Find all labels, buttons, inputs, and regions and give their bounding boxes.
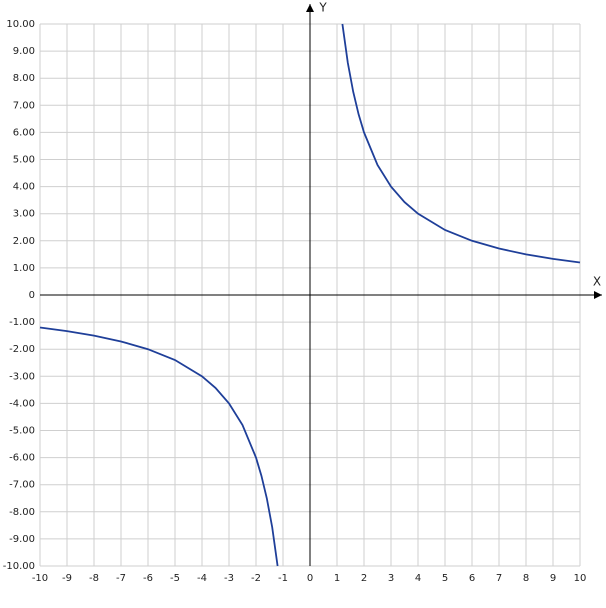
x-tick-label: -7 — [116, 573, 126, 584]
y-tick-label: 10.00 — [6, 19, 35, 30]
y-tick-label: 0 — [29, 290, 35, 301]
x-tick-label: -8 — [89, 573, 99, 584]
x-tick-label: 7 — [496, 573, 502, 584]
x-tick-label: -10 — [32, 573, 48, 584]
y-tick-label: -4.00 — [9, 398, 35, 409]
x-tick-label: -1 — [278, 573, 288, 584]
y-tick-label: 2.00 — [13, 236, 35, 247]
x-tick-label: 1 — [334, 573, 340, 584]
y-tick-label: -7.00 — [9, 480, 35, 491]
y-tick-label: -9.00 — [9, 534, 35, 545]
y-tick-label: 8.00 — [13, 73, 35, 84]
x-tick-label: -4 — [197, 573, 207, 584]
x-tick-label: -3 — [224, 573, 234, 584]
y-tick-label: -3.00 — [9, 371, 35, 382]
y-tick-label: -5.00 — [9, 426, 35, 437]
y-tick-label: 1.00 — [13, 263, 35, 274]
y-axis-arrow — [306, 4, 314, 12]
x-tick-label: 0 — [307, 573, 313, 584]
y-tick-label: -2.00 — [9, 344, 35, 355]
y-tick-label: 4.00 — [13, 182, 35, 193]
y-tick-label: 6.00 — [13, 127, 35, 138]
x-tick-label: -5 — [170, 573, 180, 584]
x-tick-label: 8 — [523, 573, 529, 584]
y-tick-label: 9.00 — [13, 46, 35, 57]
x-tick-label: 2 — [361, 573, 367, 584]
x-tick-label: 6 — [469, 573, 475, 584]
curve — [39, 23, 581, 567]
x-tick-label: 4 — [415, 573, 421, 584]
y-tick-label: -8.00 — [9, 507, 35, 518]
y-tick-label: 5.00 — [13, 155, 35, 166]
x-tick-label: 9 — [550, 573, 556, 584]
y-tick-label: -10.00 — [3, 561, 35, 572]
y-tick-label: 3.00 — [13, 209, 35, 220]
x-tick-label: -9 — [62, 573, 72, 584]
x-tick-label: -2 — [251, 573, 261, 584]
x-axis-arrow — [594, 291, 602, 299]
y-axis-label: Y — [318, 1, 327, 15]
x-tick-label: 10 — [574, 573, 587, 584]
x-tick-label: 5 — [442, 573, 448, 584]
y-tick-label: -6.00 — [9, 453, 35, 464]
x-tick-label: 3 — [388, 573, 394, 584]
y-tick-label: 7.00 — [13, 100, 35, 111]
y-tick-label: -1.00 — [9, 317, 35, 328]
x-axis-label: X — [593, 275, 601, 289]
x-tick-label: -6 — [143, 573, 153, 584]
